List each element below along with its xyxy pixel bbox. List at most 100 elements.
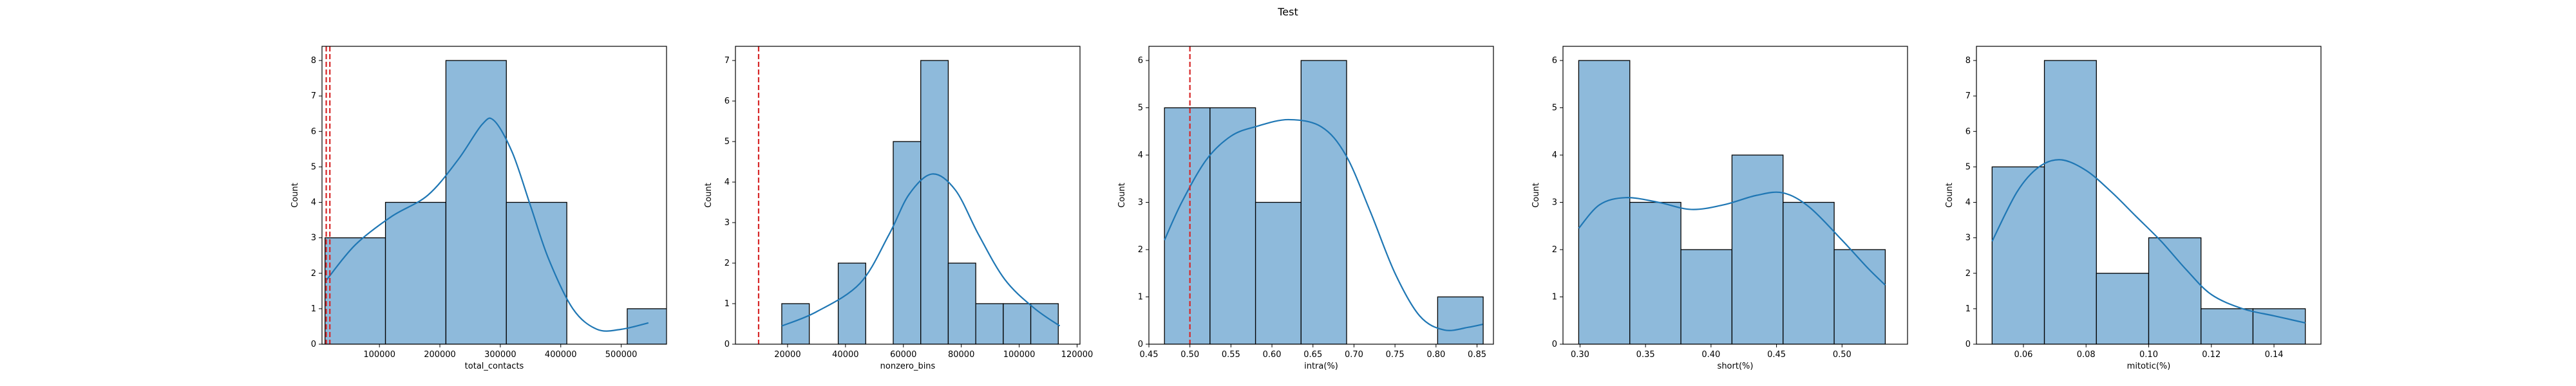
y-tick-label: 4 [311, 198, 316, 208]
y-tick-label: 4 [1552, 151, 1557, 160]
histogram-bar [2096, 273, 2150, 344]
histogram-bar [947, 262, 976, 344]
histogram-bar [1209, 107, 1256, 344]
subplot-2: 20000 40000 60000 80000 100000 120000 0 1 2 3 4 5 6 7… [704, 46, 1093, 371]
histogram-bar [1164, 107, 1211, 344]
y-tick-label: 4 [1138, 151, 1143, 160]
x-tick-label: 100000 [1003, 350, 1036, 360]
x-tick-label: 40000 [832, 350, 858, 360]
y-tick-label: 3 [1965, 234, 1971, 243]
y-tick-label: 1 [724, 299, 730, 309]
histogram-bar [920, 60, 949, 344]
histogram-bar [1255, 201, 1302, 344]
histogram-bar [1030, 303, 1059, 344]
x-tick-label: 100000 [363, 350, 395, 360]
x-tick-label: 80000 [948, 350, 974, 360]
histogram-bar [1300, 60, 1347, 344]
kde-line [325, 117, 649, 332]
y-tick-label: 3 [1552, 198, 1557, 208]
histogram-bar [2148, 237, 2202, 344]
y-tick-label: 0 [1138, 340, 1143, 349]
y-tick-label: 1 [311, 304, 316, 314]
x-tick-label: 200000 [424, 350, 456, 360]
figure-title: Test [1277, 6, 1298, 18]
histogram-bar [1991, 166, 2045, 344]
y-tick-label: 8 [311, 56, 316, 66]
y-tick-label: 0 [311, 340, 316, 349]
kde-line [1991, 159, 2306, 324]
x-axis-label: short(%) [1718, 362, 1754, 371]
y-tick-label: 1 [1138, 293, 1143, 302]
histogram-bar [1833, 249, 1886, 344]
histogram-bar [893, 141, 922, 344]
subplot-1: 100000 200000 300000 400000 500000 0 1 2 3 4 5 6 7 8 t… [290, 46, 667, 371]
y-tick-label: 8 [1965, 56, 1971, 66]
x-tick-label: 0.45 [1767, 350, 1786, 360]
x-tick-label: 0.35 [1636, 350, 1655, 360]
x-tick-label: 0.45 [1140, 350, 1159, 360]
axes-frame [321, 46, 667, 345]
x-axis-label: total_contacts [465, 362, 524, 371]
y-tick-label: 7 [1965, 91, 1971, 101]
histogram-bar [2252, 308, 2306, 344]
histogram-bar [1731, 154, 1784, 344]
x-tick-label: 20000 [774, 350, 800, 360]
histogram-bar [325, 237, 386, 344]
y-tick-label: 0 [1965, 340, 1971, 349]
axes-frame [1148, 46, 1494, 345]
x-tick-label: 300000 [484, 350, 516, 360]
axes-frame [735, 46, 1081, 345]
x-tick-label: 0.10 [2139, 350, 2158, 360]
x-tick-label: 60000 [890, 350, 916, 360]
x-tick-label: 0.14 [2265, 350, 2284, 360]
kde-line [1578, 191, 1886, 286]
x-tick-label: 0.50 [1833, 350, 1852, 360]
y-tick-label: 6 [311, 127, 316, 136]
y-axis-label: Count [1531, 183, 1541, 208]
x-tick-label: 0.85 [1468, 350, 1486, 360]
y-tick-label: 7 [311, 91, 316, 101]
y-tick-label: 6 [1965, 127, 1971, 136]
y-tick-label: 3 [311, 234, 316, 243]
x-axis-label: intra(%) [1304, 362, 1338, 371]
axes-frame [1562, 46, 1908, 345]
histogram-bar [837, 262, 866, 344]
subplot-4: 0.30 0.35 0.40 0.45 0.50 0 1 2 3 4 5 6 short(%) Count [1531, 46, 1908, 371]
y-tick-label: 1 [1552, 293, 1557, 302]
x-tick-label: 0.40 [1701, 350, 1720, 360]
histogram-bar [1003, 303, 1032, 344]
histogram-bar [1680, 249, 1733, 344]
y-tick-label: 5 [311, 162, 316, 172]
histogram-bar [1629, 201, 1681, 344]
y-tick-label: 0 [724, 340, 730, 349]
y-tick-label: 5 [724, 137, 730, 147]
y-tick-label: 6 [1138, 56, 1143, 66]
histogram-bar [1783, 201, 1835, 344]
y-tick-label: 5 [1138, 104, 1143, 113]
y-tick-label: 5 [1552, 104, 1557, 113]
x-tick-label: 0.70 [1345, 350, 1363, 360]
subplot-5: 0.06 0.08 0.10 0.12 0.14 0 1 2 3 4 5 6 7 8 mitotic(%) C… [1945, 46, 2322, 371]
y-tick-label: 4 [724, 178, 730, 187]
x-tick-label: 500000 [605, 350, 638, 360]
y-tick-label: 3 [1138, 198, 1143, 208]
y-tick-label: 6 [724, 96, 730, 106]
x-tick-label: 0.60 [1263, 350, 1282, 360]
x-axis-label: mitotic(%) [2127, 362, 2171, 371]
histogram-bar [384, 201, 447, 344]
x-tick-label: 0.12 [2202, 350, 2221, 360]
y-tick-label: 0 [1552, 340, 1557, 349]
x-tick-label: 0.65 [1303, 350, 1322, 360]
x-tick-label: 0.55 [1222, 350, 1240, 360]
x-tick-label: 0.30 [1571, 350, 1589, 360]
x-tick-label: 120000 [1061, 350, 1094, 360]
y-tick-label: 2 [1138, 245, 1143, 255]
kde-line [781, 173, 1061, 327]
histogram-bar [2201, 308, 2254, 344]
y-tick-label: 3 [724, 218, 730, 228]
y-tick-label: 6 [1552, 56, 1557, 66]
y-tick-label: 2 [311, 269, 316, 279]
y-axis-label: Count [1117, 183, 1127, 208]
y-tick-label: 2 [724, 259, 730, 268]
